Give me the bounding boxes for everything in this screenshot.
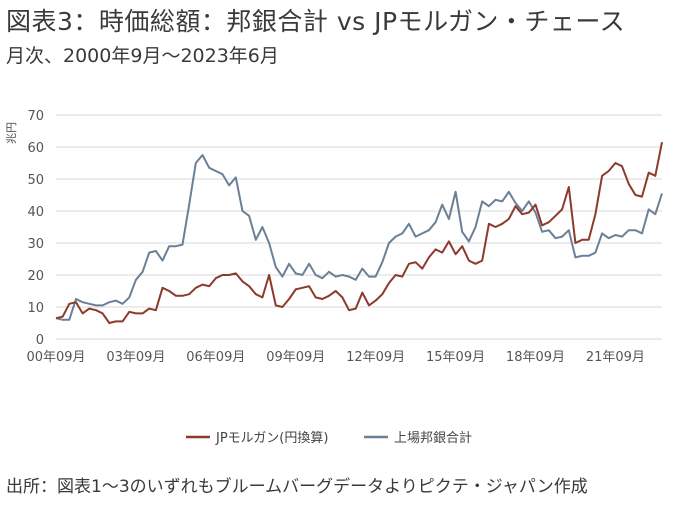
x-tick-label: 09年09月 — [266, 350, 325, 365]
x-tick-label: 18年09月 — [506, 350, 565, 365]
y-tick-label: 60 — [27, 141, 44, 156]
x-tick-label: 03年09月 — [106, 350, 165, 365]
chart-title: 図表3：時価総額：邦銀合計 vs JPモルガン・チェース — [6, 7, 626, 36]
y-tick-label: 10 — [27, 301, 44, 316]
x-tick-label: 12年09月 — [346, 350, 405, 365]
x-tick-label: 21年09月 — [586, 350, 645, 365]
line-chart: 0 10 20 30 40 50 60 70 00年09月 03年09月 06年09月 09年09月… — [5, 109, 663, 446]
legend-label: 上場邦銀合計 — [394, 430, 472, 446]
y-tick-label: 0 — [36, 333, 44, 348]
series-line — [55, 142, 663, 324]
chart-subtitle: 月次、2000年9月～2023年6月 — [6, 45, 279, 67]
y-tick-label: 50 — [27, 173, 44, 188]
legend: JPモルガン(円換算) 上場邦銀合計 — [186, 430, 472, 446]
gridlines — [56, 114, 662, 340]
series-line — [55, 154, 663, 321]
y-tick-label: 20 — [27, 269, 44, 284]
x-tick-label: 00年09月 — [26, 350, 85, 365]
y-axis-label: 兆円 — [5, 122, 18, 144]
x-axis-ticks: 00年09月 03年09月 06年09月 09年09月 12年09月 15年09月 18年0… — [26, 350, 644, 365]
series-lines — [55, 142, 663, 324]
x-tick-label: 06年09月 — [186, 350, 245, 365]
y-axis-ticks: 0 10 20 30 40 50 60 70 — [27, 109, 44, 348]
source-note: 出所：図表1～3のいずれもブルームバーグデータよりピクテ・ジャパン作成 — [6, 477, 588, 497]
y-tick-label: 30 — [27, 237, 44, 252]
x-tick-label: 15年09月 — [426, 350, 485, 365]
y-tick-label: 70 — [27, 109, 44, 124]
y-tick-label: 40 — [27, 205, 44, 220]
legend-label: JPモルガン(円換算) — [215, 431, 328, 446]
